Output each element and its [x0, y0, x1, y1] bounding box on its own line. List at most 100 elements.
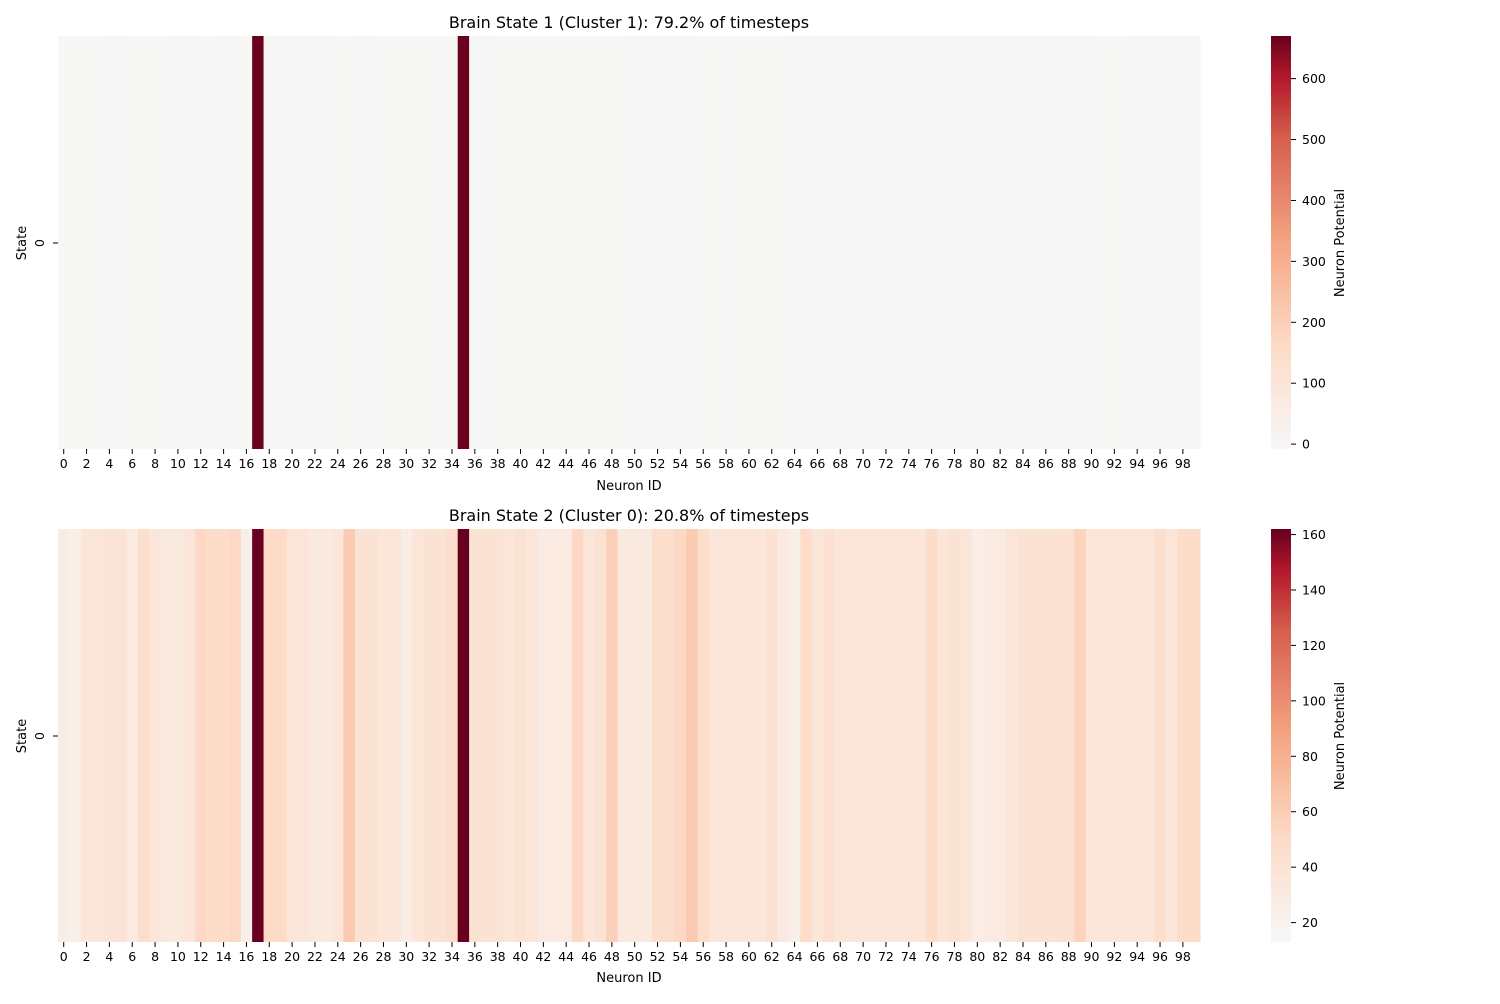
colorbar-tick-label: 20 [1302, 915, 1318, 930]
x-tick-label: 74 [901, 949, 917, 964]
heatmap-cell [731, 529, 744, 942]
heatmap-cell [297, 36, 310, 449]
heatmap-cell [834, 36, 847, 449]
heatmap-cell [503, 36, 516, 449]
x-tick-label: 26 [353, 456, 369, 471]
x-tick-label: 14 [216, 456, 232, 471]
x-tick-label: 30 [398, 949, 414, 964]
x-tick-label: 44 [558, 949, 574, 964]
heatmap-cell [434, 529, 447, 942]
x-tick-label: 38 [490, 949, 506, 964]
heatmap-cell [1051, 36, 1064, 449]
heatmap-cell [469, 36, 482, 449]
x-tick-label: 26 [353, 949, 369, 964]
heatmap-cell [537, 529, 550, 942]
heatmap-cell [1142, 529, 1155, 942]
y-axis-label: State [15, 226, 30, 260]
x-tick-label: 58 [718, 949, 734, 964]
heatmap-cell [823, 36, 836, 449]
x-tick-label: 68 [832, 949, 848, 964]
heatmap-cell [1028, 36, 1041, 449]
colorbar [1271, 36, 1291, 449]
x-tick-label: 94 [1129, 949, 1145, 964]
x-tick-label: 8 [151, 456, 159, 471]
colorbar-label: Neuron Potential [1333, 189, 1348, 297]
heatmap-cell [1005, 36, 1018, 449]
x-tick-label: 56 [695, 456, 711, 471]
x-tick-label: 82 [992, 456, 1008, 471]
heatmap-cell [971, 529, 984, 942]
x-tick-label: 40 [513, 949, 529, 964]
heatmap-cell [160, 36, 173, 449]
heatmap-cell [286, 529, 299, 942]
heatmap-cell [1085, 36, 1098, 449]
colorbar-tick-label: 500 [1302, 132, 1326, 147]
heatmap-cell [617, 36, 630, 449]
heatmap-cell [80, 36, 93, 449]
heatmap-cell [891, 529, 904, 942]
heatmap-cell [446, 36, 459, 449]
x-tick-label: 74 [901, 456, 917, 471]
x-tick-label: 80 [969, 456, 985, 471]
heatmap-cell [526, 36, 539, 449]
x-axis-label: Neuron ID [596, 479, 661, 494]
heatmap-cell [412, 529, 425, 942]
heatmap-cell [766, 529, 779, 942]
heatmap-cell [1062, 529, 1075, 942]
heatmap-cell [743, 529, 756, 942]
x-tick-label: 62 [764, 949, 780, 964]
x-tick-label: 80 [969, 949, 985, 964]
heatmap-cell [903, 36, 916, 449]
x-tick-label: 18 [261, 456, 277, 471]
y-axis-ticks: 0 [32, 732, 58, 740]
heatmap-cell [183, 529, 196, 942]
colorbar-ticks: 0 100 200 300 400 500 600 [1291, 71, 1326, 452]
heatmap-cell [845, 529, 858, 942]
heatmap-cell [377, 529, 390, 942]
y-tick-label: 0 [32, 239, 47, 247]
heatmap-cell [240, 36, 253, 449]
heatmap-cell [503, 529, 516, 942]
heatmap-cells [58, 529, 1201, 942]
heatmap-cell [412, 36, 425, 449]
heatmap-cell [320, 36, 333, 449]
heatmap-cell [788, 529, 801, 942]
chart-title: Brain State 2 (Cluster 0): 20.8% of time… [449, 506, 809, 525]
heatmap-cell [103, 36, 116, 449]
x-tick-label: 4 [105, 949, 113, 964]
colorbar-tick-label: 120 [1302, 638, 1326, 653]
x-tick-label: 76 [924, 456, 940, 471]
heatmap-cell [217, 529, 230, 942]
heatmap-cell [651, 36, 664, 449]
heatmap-cell [994, 529, 1007, 942]
x-tick-label: 64 [787, 949, 803, 964]
heatmap-cell [1005, 529, 1018, 942]
heatmap-cell [583, 36, 596, 449]
heatmap-cell [788, 36, 801, 449]
colorbar-tick-label: 160 [1302, 527, 1326, 542]
x-tick-label: 62 [764, 456, 780, 471]
heatmap-cell [1154, 529, 1167, 942]
x-tick-label: 36 [467, 949, 483, 964]
heatmap-cell [446, 529, 459, 942]
heatmap-cell [868, 529, 881, 942]
colorbar-tick-label: 300 [1302, 254, 1326, 269]
heatmap-cell [457, 529, 470, 942]
heatmap-cell [925, 36, 938, 449]
x-tick-label: 40 [513, 456, 529, 471]
heatmap-cell [343, 529, 356, 942]
heatmap-cell [549, 529, 562, 942]
heatmap-cell [480, 36, 493, 449]
heatmap-cell [1188, 529, 1201, 942]
x-tick-label: 52 [650, 949, 666, 964]
heatmap-cell [514, 36, 527, 449]
heatmap-cell [332, 529, 345, 942]
heatmap-cell [183, 36, 196, 449]
x-tick-label: 84 [1015, 949, 1031, 964]
x-tick-label: 48 [604, 949, 620, 964]
x-tick-label: 36 [467, 456, 483, 471]
heatmap-cell [606, 36, 619, 449]
heatmap-cell [640, 529, 653, 942]
x-tick-label: 8 [151, 949, 159, 964]
